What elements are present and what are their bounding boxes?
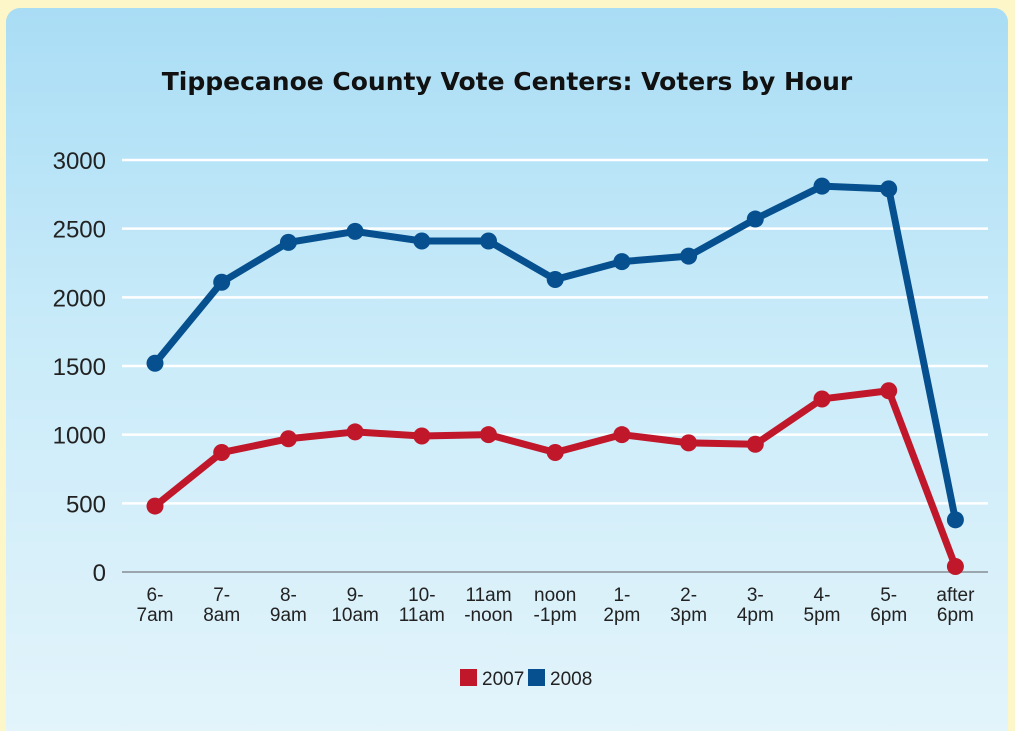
data-point-2008 bbox=[346, 222, 364, 240]
y-axis-labels: 0 500 1000 1500 2000 2500 3000 bbox=[53, 148, 106, 587]
data-point-2007 bbox=[680, 434, 698, 452]
legend: 2007 2008 bbox=[460, 669, 592, 690]
legend-label-2007: 2007 bbox=[482, 669, 524, 690]
data-point-2007 bbox=[480, 426, 497, 444]
y-tick-label: 2500 bbox=[53, 217, 106, 244]
data-point-2008 bbox=[279, 233, 297, 251]
x-tick-label: 4- bbox=[814, 585, 831, 606]
data-point-2007 bbox=[279, 430, 297, 448]
data-point-2008 bbox=[746, 210, 764, 228]
x-tick-label: 10am bbox=[331, 605, 379, 626]
x-tick-label: 4pm bbox=[737, 605, 774, 626]
grid-lines bbox=[122, 158, 988, 573]
chart-title: Tippecanoe County Vote Centers: Voters b… bbox=[162, 67, 853, 96]
x-tick-label: 10- bbox=[408, 585, 435, 606]
data-point-2008 bbox=[546, 270, 564, 288]
x-tick-label: after bbox=[936, 585, 975, 606]
x-tick-label: 8am bbox=[203, 605, 240, 626]
data-point-2007 bbox=[946, 558, 964, 576]
x-tick-label: 3- bbox=[747, 585, 764, 606]
y-tick-label: 1000 bbox=[53, 423, 106, 450]
legend-swatch-2008 bbox=[528, 669, 545, 686]
x-tick-label: -1pm bbox=[534, 605, 577, 626]
data-point-2007 bbox=[213, 444, 231, 462]
data-point-2008 bbox=[680, 247, 698, 265]
x-tick-label: 2- bbox=[680, 585, 697, 606]
data-point-2007 bbox=[813, 390, 831, 408]
data-point-2008 bbox=[946, 511, 964, 529]
data-point-2007 bbox=[146, 497, 164, 515]
data-point-2008 bbox=[146, 354, 164, 372]
x-tick-label: 6- bbox=[147, 585, 164, 606]
legend-swatch-2007 bbox=[460, 669, 477, 686]
x-tick-label: 1- bbox=[613, 585, 630, 606]
x-tick-label: 7- bbox=[213, 585, 230, 606]
x-tick-label: 8- bbox=[280, 585, 297, 606]
chart-frame: Tippecanoe County Vote Centers: Voters b… bbox=[6, 8, 1008, 731]
x-tick-label: 9am bbox=[270, 605, 307, 626]
data-point-2007 bbox=[613, 426, 631, 444]
data-point-2008 bbox=[880, 180, 898, 198]
x-tick-label: noon bbox=[534, 585, 576, 606]
y-tick-label: 0 bbox=[93, 560, 106, 587]
x-tick-label: 6pm bbox=[937, 605, 974, 626]
x-tick-label: 3pm bbox=[670, 605, 707, 626]
series-line-2008 bbox=[151, 182, 959, 524]
series-line-2007 bbox=[151, 387, 959, 571]
x-tick-label: -noon bbox=[464, 605, 513, 626]
data-point-2008 bbox=[813, 177, 831, 195]
x-tick-label: 9- bbox=[347, 585, 364, 606]
data-point-2007 bbox=[546, 444, 564, 462]
y-tick-label: 500 bbox=[66, 491, 106, 518]
x-tick-label: 11am bbox=[465, 585, 511, 606]
plot-area bbox=[146, 177, 964, 576]
data-point-2008 bbox=[613, 253, 631, 271]
data-point-2008 bbox=[413, 232, 431, 250]
x-tick-label: 5- bbox=[880, 585, 897, 606]
y-tick-label: 1500 bbox=[53, 354, 106, 381]
data-point-2008 bbox=[480, 232, 497, 250]
x-tick-label: 5pm bbox=[804, 605, 841, 626]
x-tick-label: 7am bbox=[137, 605, 174, 626]
y-tick-label: 3000 bbox=[53, 148, 106, 175]
data-point-2007 bbox=[746, 435, 764, 453]
data-point-2008 bbox=[213, 273, 231, 291]
data-point-2007 bbox=[346, 423, 364, 441]
x-tick-label: 2pm bbox=[603, 605, 640, 626]
x-axis-labels: 6-7am7-8am8-9am9-10am10-11am11am-noonnoo… bbox=[137, 585, 976, 626]
legend-label-2008: 2008 bbox=[550, 669, 592, 690]
x-tick-label: 11am bbox=[399, 605, 445, 626]
line-chart: Tippecanoe County Vote Centers: Voters b… bbox=[53, 67, 988, 690]
data-point-2007 bbox=[880, 382, 898, 400]
x-tick-label: 6pm bbox=[870, 605, 907, 626]
y-tick-label: 2000 bbox=[53, 285, 106, 312]
data-point-2007 bbox=[413, 427, 431, 445]
